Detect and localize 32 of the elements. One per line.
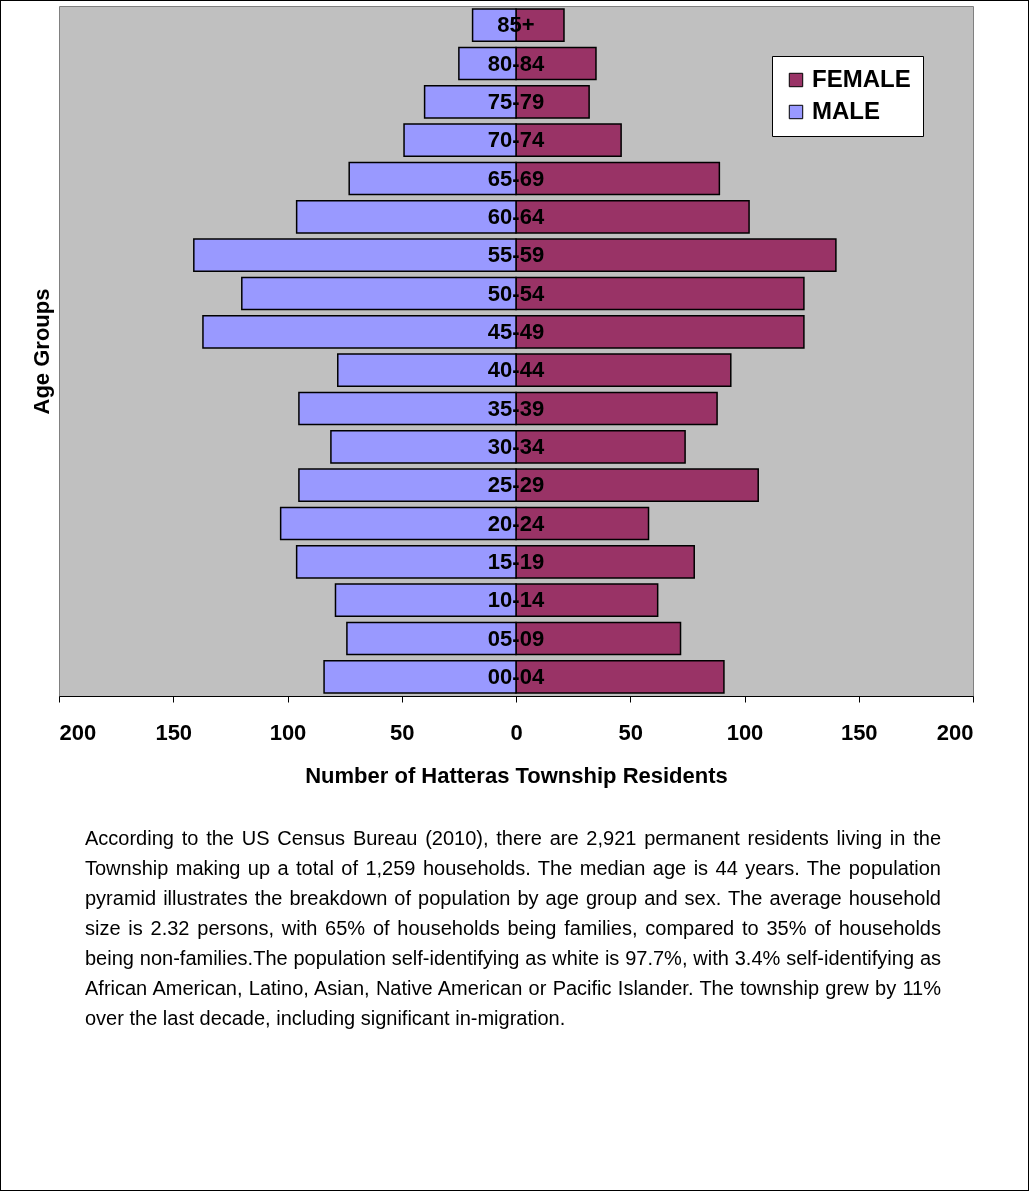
- y-tick-label: 45-49: [487, 318, 545, 344]
- x-axis-title: Number of Hatteras Township Residents: [305, 762, 728, 788]
- y-tick-label: 40-44: [487, 357, 545, 383]
- y-tick-label: 85+: [497, 12, 535, 38]
- x-tick-label: 100: [726, 719, 764, 745]
- y-tick-label: 75-79: [487, 88, 545, 114]
- y-tick-label: 05-09: [487, 625, 545, 651]
- y-tick-label: 30-34: [487, 433, 545, 459]
- y-tick-label: 10-14: [487, 587, 545, 613]
- x-tick-label: 50: [618, 719, 643, 745]
- legend-label: MALE: [812, 97, 880, 124]
- y-tick-label: 50-54: [487, 280, 545, 306]
- legend-label: FEMALE: [812, 65, 911, 92]
- y-tick-label: 15-19: [487, 548, 545, 574]
- y-tick-label: 80-84: [487, 50, 545, 76]
- x-tick-label: 150: [840, 719, 878, 745]
- x-tick-label: 150: [155, 719, 193, 745]
- y-tick-label: 20-24: [487, 510, 545, 536]
- x-tick-label: 50: [390, 719, 415, 745]
- x-tick-label: 100: [269, 719, 307, 745]
- x-tick-label: 200: [936, 719, 974, 745]
- y-tick-label: 70-74: [487, 127, 545, 153]
- y-tick-label: 25-29: [487, 472, 545, 498]
- y-tick-label: 65-69: [487, 165, 545, 191]
- y-axis-title: Age Groups: [28, 288, 54, 415]
- y-tick-label: 55-59: [487, 242, 545, 268]
- y-tick-label: 35-39: [487, 395, 545, 421]
- y-tick-label: 60-64: [487, 203, 545, 229]
- y-tick-label: 00-04: [487, 663, 545, 689]
- x-tick-label: 0: [510, 719, 523, 745]
- text: According to the US Census Bureau (2010), there are 2,921 permanent residents living in the Township making up a total of 1,259 households. The median age is 44 years. The population pyramid illustrates the breakdown of population by age group and sex. The average household size is 2.32 persons, with 65% of households being families, compared to 35% of households being non-families.The population self-identifying as white is 97.7%, with 3.4% self-identifying as African American, Latino, Asian, Native American or Pacific Islander. The township grew by 11% over the last decade, including significant in-migration.: [85, 826, 941, 1031]
- x-tick-label: 200: [59, 719, 97, 745]
